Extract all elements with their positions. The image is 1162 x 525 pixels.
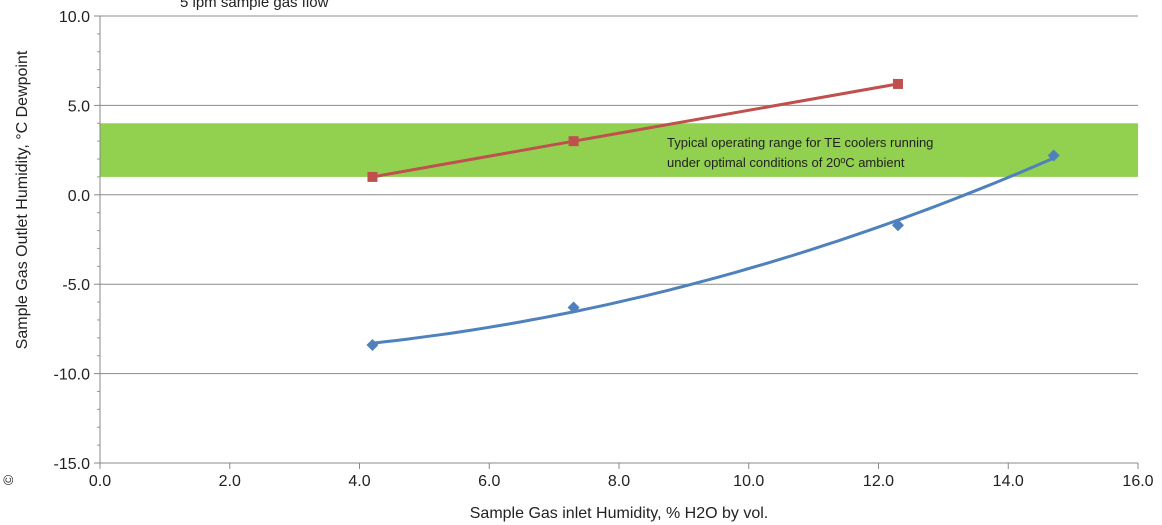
series-1-point <box>892 78 903 89</box>
y-axis-title: Sample Gas Outlet Humidity, °C Dewpoint <box>14 50 31 349</box>
x-tick-label: 12.0 <box>863 473 894 490</box>
y-tick-label: 10.0 <box>59 9 90 26</box>
series-2-point <box>567 301 580 314</box>
tick-labels: -15.0 -10.0 -5.0 0.0 5.0 10.0 0.0 2.0 4.0 6.0 8.0 1… <box>54 9 1154 490</box>
y-tick-label: -10.0 <box>54 367 91 384</box>
axes <box>99 16 1138 464</box>
y-tick-label: -15.0 <box>54 456 91 473</box>
x-tick-label: 16.0 <box>1122 473 1153 490</box>
series-2-trendline <box>372 156 1055 345</box>
x-tick-label: 2.0 <box>219 473 241 490</box>
x-tick-label: 14.0 <box>993 473 1024 490</box>
y-tick-label: 5.0 <box>68 98 90 115</box>
series-layer <box>366 78 1060 351</box>
operating-range-band-layer <box>100 123 1138 177</box>
plot-background <box>100 16 1138 463</box>
x-axis-title: Sample Gas inlet Humidity, % H2O by vol. <box>470 505 768 522</box>
x-tick-label: 4.0 <box>348 473 370 490</box>
copyright-mark: © <box>0 474 16 485</box>
y-tick-label: 0.0 <box>68 188 90 205</box>
band-label-line: under optimal conditions of 20ºC ambient <box>667 155 905 170</box>
band-label: Typical operating range for TE coolers r… <box>667 135 933 170</box>
x-tick-label: 6.0 <box>478 473 500 490</box>
x-tick-label: 0.0 <box>89 473 111 490</box>
series-1-point <box>367 171 378 182</box>
band-label-line: Typical operating range for TE coolers r… <box>667 135 933 150</box>
series-2-point <box>1047 149 1060 162</box>
operating-range-band <box>100 123 1138 177</box>
x-tick-label: 10.0 <box>733 473 764 490</box>
series-1-point <box>568 136 579 147</box>
y-tick-label: -5.0 <box>62 277 90 294</box>
x-tick-label: 8.0 <box>608 473 630 490</box>
series-2-point <box>366 338 379 351</box>
series-2-point <box>891 219 904 232</box>
chart-title: 5 lpm sample gas flow <box>180 0 329 11</box>
